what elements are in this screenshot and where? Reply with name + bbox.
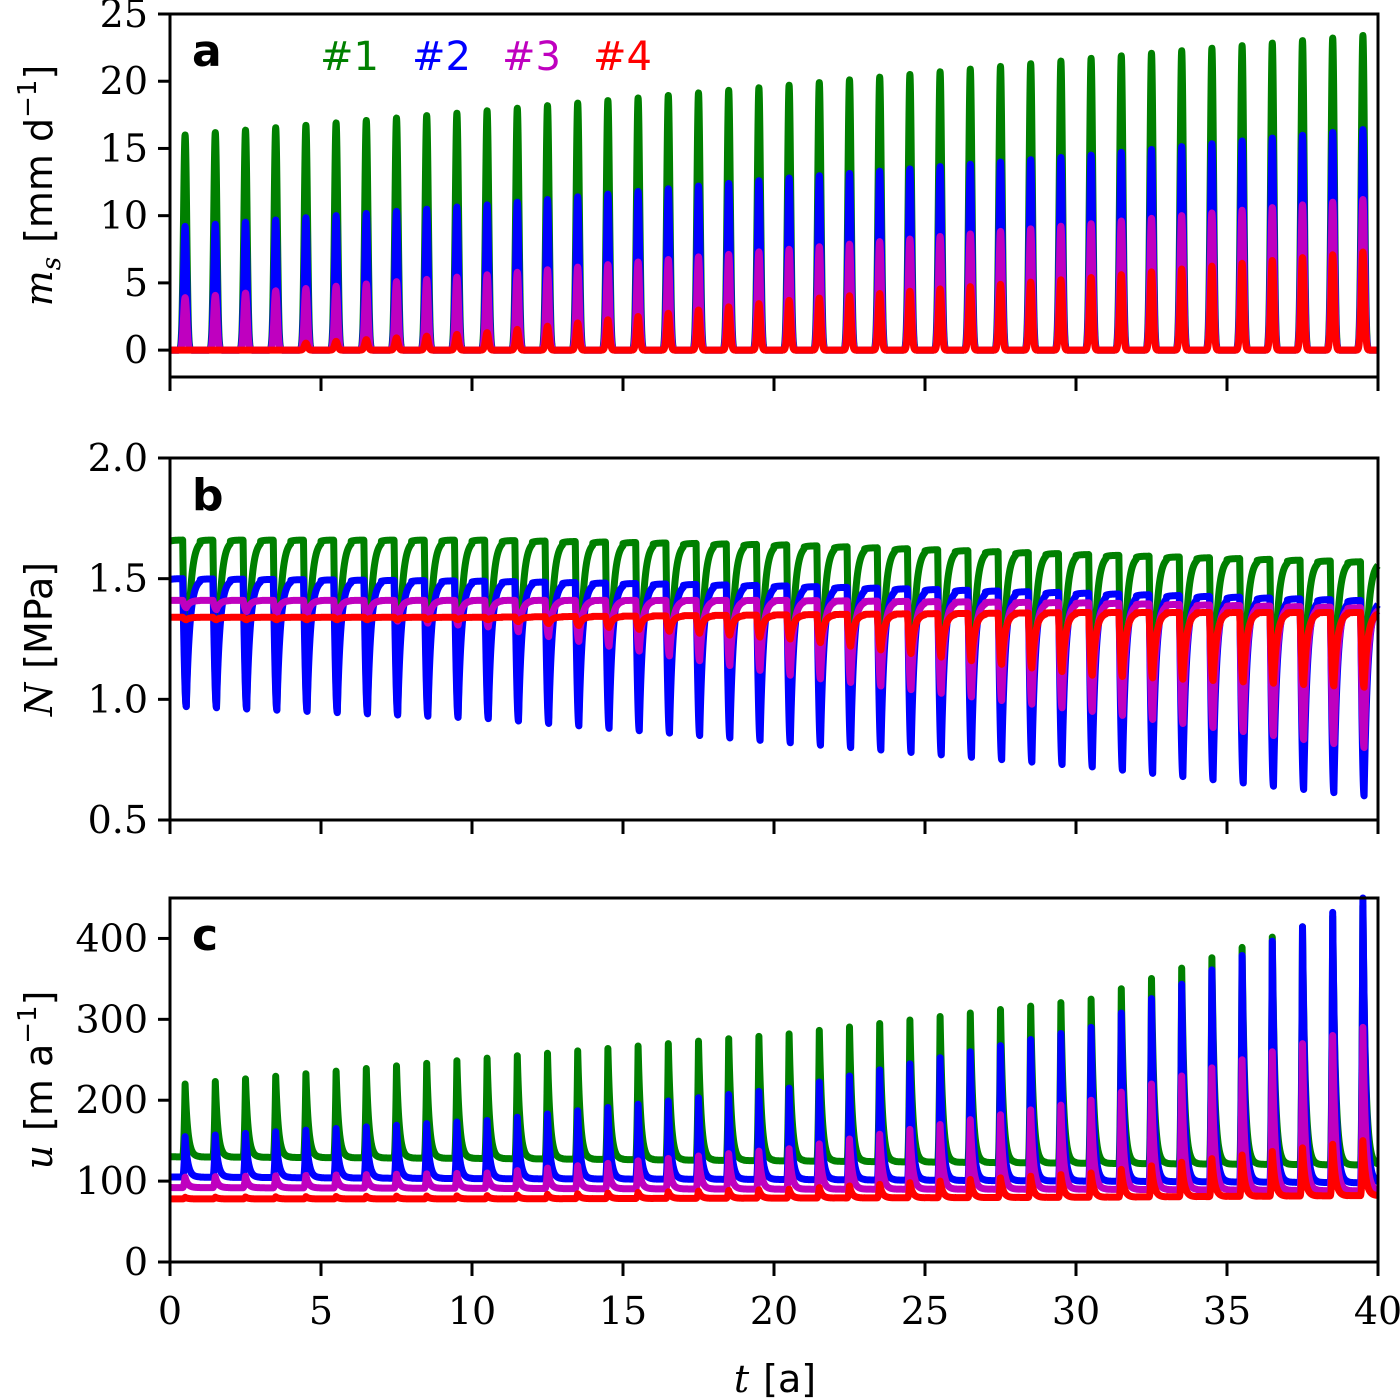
y-label-part: ] [17,65,61,80]
series-line-3 [170,1023,1382,1195]
y-tick-label: 1.0 [88,677,148,721]
legend-entry-3: #3 [502,34,561,80]
series-line-4 [170,248,1382,354]
y-tick-label: 2.0 [88,436,148,480]
y-tick-label: 1.5 [88,557,148,601]
y-label-part: −1 [13,1005,43,1043]
series-line-2 [170,575,1382,800]
series-group [170,536,1382,800]
y-tick-label: 10 [100,194,148,238]
x-tick-label: 40 [1354,1289,1400,1333]
y-axis-label: u [m a−1] [13,991,61,1170]
series-line-2 [170,894,1382,1187]
series-group [170,894,1382,1203]
y-label-part: [mm d [17,118,61,243]
series-group [170,32,1382,354]
x-tick-label: 30 [1052,1289,1100,1333]
x-tick-label: 5 [309,1289,333,1333]
y-tick-label: 400 [75,916,148,960]
legend-entry-2: #2 [412,34,471,80]
y-label-part: [MPa] [17,562,61,669]
y-tick-label: 5 [124,261,148,305]
series-line-4 [170,1137,1382,1203]
series-line-1 [170,32,1382,354]
x-tick-label: 25 [901,1289,949,1333]
y-tick-label: 0.5 [88,798,148,842]
y-axis-label: N [MPa] [17,562,61,717]
x-tick-label: 20 [750,1289,798,1333]
y-label-part: m [17,270,61,306]
panel-label: a [192,26,222,77]
x-tick-label: 0 [158,1289,182,1333]
y-tick-label: 15 [100,126,148,170]
y-tick-label: 200 [75,1078,148,1122]
y-tick-label: 25 [100,0,148,36]
series-line-4 [170,608,1382,691]
y-tick-label: 20 [100,59,148,103]
x-axis-label: t [a] [734,1357,816,1400]
y-tick-label: 300 [75,997,148,1041]
axes-frame [168,896,1380,1264]
y-label-part: ] [17,991,61,1006]
y-tick-label: 100 [75,1159,148,1203]
y-tick-label: 0 [124,1240,148,1284]
legend-entry-4: #4 [593,34,652,80]
y-label-part: [m a [17,1044,61,1131]
series-line-1 [170,536,1382,737]
series-line-2 [170,126,1382,354]
y-label-part: N [17,681,61,717]
series-line-1 [170,902,1382,1169]
panel-label: b [192,470,224,521]
panel-a: 0 5 10 15 20 25 a ms [mm d−1] [13,0,1382,391]
panel-b: 0.5 1.0 1.5 2.0 b N [MPa] [17,436,1382,842]
y-label-part: s [37,257,67,270]
y-tick-label: 0 [124,328,148,372]
x-tick-label: 10 [448,1289,496,1333]
y-label-part: u [17,1145,61,1169]
legend-entry-1: #1 [320,34,379,80]
axes-frame [168,456,1380,822]
y-label-part: −1 [13,80,43,118]
y-axis-label: ms [mm d−1] [13,65,67,307]
panel-label: c [192,910,218,961]
x-tick-label: 15 [599,1289,647,1333]
series-line-3 [170,596,1382,752]
x-tick-label: 35 [1203,1289,1251,1333]
series-line-3 [170,196,1382,354]
